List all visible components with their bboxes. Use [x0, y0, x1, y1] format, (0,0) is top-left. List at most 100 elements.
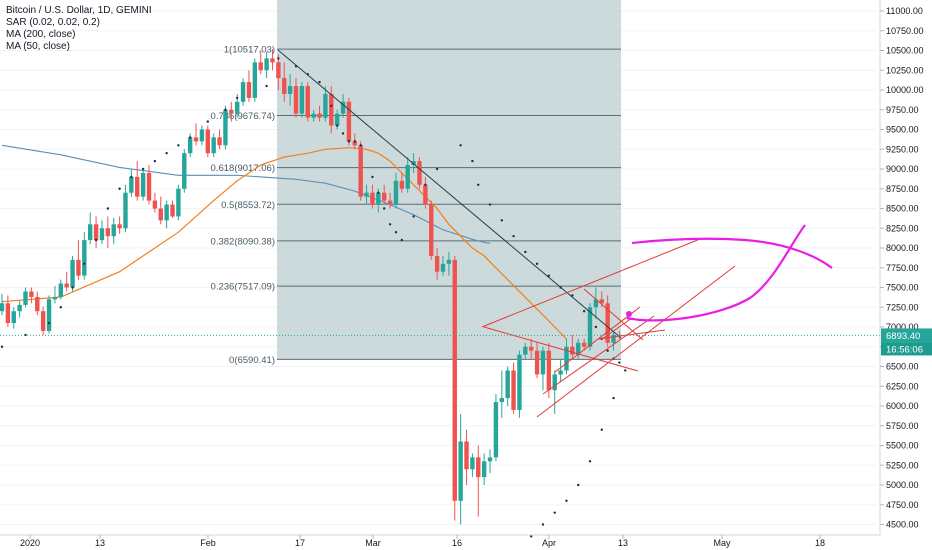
candle-body: [223, 109, 228, 146]
sar-dot: [353, 140, 356, 143]
price-tick-label: 4750.00: [886, 500, 919, 510]
candle-body: [270, 58, 275, 63]
sar-dot: [553, 511, 556, 514]
candle-body: [487, 457, 493, 462]
sar-dot: [588, 460, 592, 463]
sar-dot: [488, 203, 492, 206]
fib-level-label: 0.5(8553.72): [221, 200, 275, 211]
candle-body: [334, 113, 340, 126]
sar-dot: [624, 369, 627, 372]
candle-body: [40, 311, 46, 331]
price-tick-label: 8250.00: [886, 223, 919, 233]
candle-body: [146, 172, 152, 201]
time-axis[interactable]: 2020 13 Feb 17 Mar 16 Apr 13 May 18: [0, 534, 880, 548]
candle-body: [493, 402, 499, 458]
candle-body: [340, 101, 346, 114]
candle-body: [358, 145, 363, 197]
sar-dot: [377, 191, 380, 194]
sar-dot: [394, 231, 398, 234]
price-tick-label: 9500.00: [886, 125, 919, 135]
candle-body: [229, 109, 234, 114]
candle-body: [481, 461, 487, 478]
candle-body: [311, 113, 316, 118]
sar-dot: [330, 104, 333, 108]
candle-body: [193, 137, 199, 142]
ma50-line: [1, 147, 567, 340]
channel-upper-line: [481, 238, 701, 328]
candle-body: [476, 457, 481, 478]
sar-dot: [118, 187, 121, 190]
candle-body: [534, 350, 540, 375]
candle-body: [446, 259, 452, 264]
candle-body: [329, 93, 334, 126]
candle-body: [258, 62, 263, 71]
sar-dot: [371, 175, 374, 179]
legend-symbol[interactable]: Bitcoin / U.S. Dollar, 1D, GEMINI: [6, 5, 152, 16]
candle-body: [570, 346, 575, 355]
candle-body: [11, 311, 16, 324]
sar-dot: [530, 535, 533, 538]
candle-body: [64, 283, 69, 288]
last-price-value: 6893.40: [886, 331, 920, 342]
fib-level-label: 0.382(8090.38): [211, 236, 275, 247]
time-tick-label: 13: [618, 538, 628, 548]
candle-body: [529, 346, 534, 351]
price-tick-label: 5000.00: [886, 480, 919, 490]
sar-dot: [383, 207, 386, 210]
sar-dot: [594, 325, 598, 329]
sar-dot: [565, 499, 568, 502]
candle-body: [546, 350, 552, 391]
descending-trendline: [277, 49, 622, 339]
legend-ma200[interactable]: MA (200, close): [6, 29, 76, 40]
candle-body: [605, 303, 610, 343]
candle-body: [423, 184, 428, 205]
candle-body: [452, 259, 457, 501]
price-tick-label: 5250.00: [886, 460, 919, 470]
legend-ma50[interactable]: MA (50, close): [6, 41, 70, 52]
sar-dot: [106, 207, 110, 210]
candle-body: [152, 200, 158, 209]
candle-body: [405, 165, 410, 189]
fib-levels: 1(10517.03) 0.786(9676.74) 0.618(9017.06) 0…: [211, 45, 621, 366]
pattern-line-2: [542, 315, 655, 395]
time-tick-label: 16: [452, 538, 462, 548]
candle-body: [417, 161, 422, 185]
magenta-curve-lower: [626, 224, 806, 322]
price-axis[interactable]: 11000.00 10750.00 10500.00 10250.00 10000.00…: [879, 0, 932, 535]
candle-body: [29, 291, 34, 297]
fib-level-label: 0.618(9017.06): [211, 163, 275, 174]
candle-body: [293, 86, 299, 114]
candle-body: [76, 259, 81, 276]
price-tick-label: 9750.00: [886, 105, 919, 115]
price-tick-label: 7000.00: [886, 322, 919, 332]
fib-retracement-zone[interactable]: [277, 0, 621, 360]
time-tick-label: Feb: [200, 538, 216, 548]
price-tick-label: 7250.00: [886, 302, 919, 312]
price-tick-label: 4500.00: [886, 520, 919, 530]
price-tick-label: 8000.00: [886, 243, 919, 253]
fib-level-label: 0.786(9676.74): [211, 111, 275, 122]
price-tick-label: 10500.00: [886, 46, 924, 56]
pattern-line-1: [554, 306, 641, 373]
candle-body: [593, 299, 599, 308]
price-tick-label: 9250.00: [886, 144, 919, 154]
sar-dot: [535, 262, 539, 265]
sar-dot: [471, 159, 474, 163]
candle-body: [434, 255, 440, 272]
candle-body: [111, 224, 116, 237]
price-tick-label: 8500.00: [886, 204, 919, 214]
sar-dot: [0, 345, 4, 348]
ma200-path: [1, 144, 491, 244]
trend-drawings[interactable]: [277, 49, 833, 418]
sar-dot: [359, 144, 362, 147]
legend-sar[interactable]: SAR (0.02, 0.02, 0.2): [6, 17, 100, 28]
candle-body: [35, 296, 40, 312]
candle-body: [199, 129, 205, 142]
candle-body: [0, 303, 5, 312]
sar-dot: [435, 167, 439, 171]
candle-body: [235, 101, 240, 114]
candle-body: [376, 192, 381, 205]
candle-body: [317, 113, 322, 118]
last-price-tag: 6893.40 16:56:06: [881, 328, 932, 356]
